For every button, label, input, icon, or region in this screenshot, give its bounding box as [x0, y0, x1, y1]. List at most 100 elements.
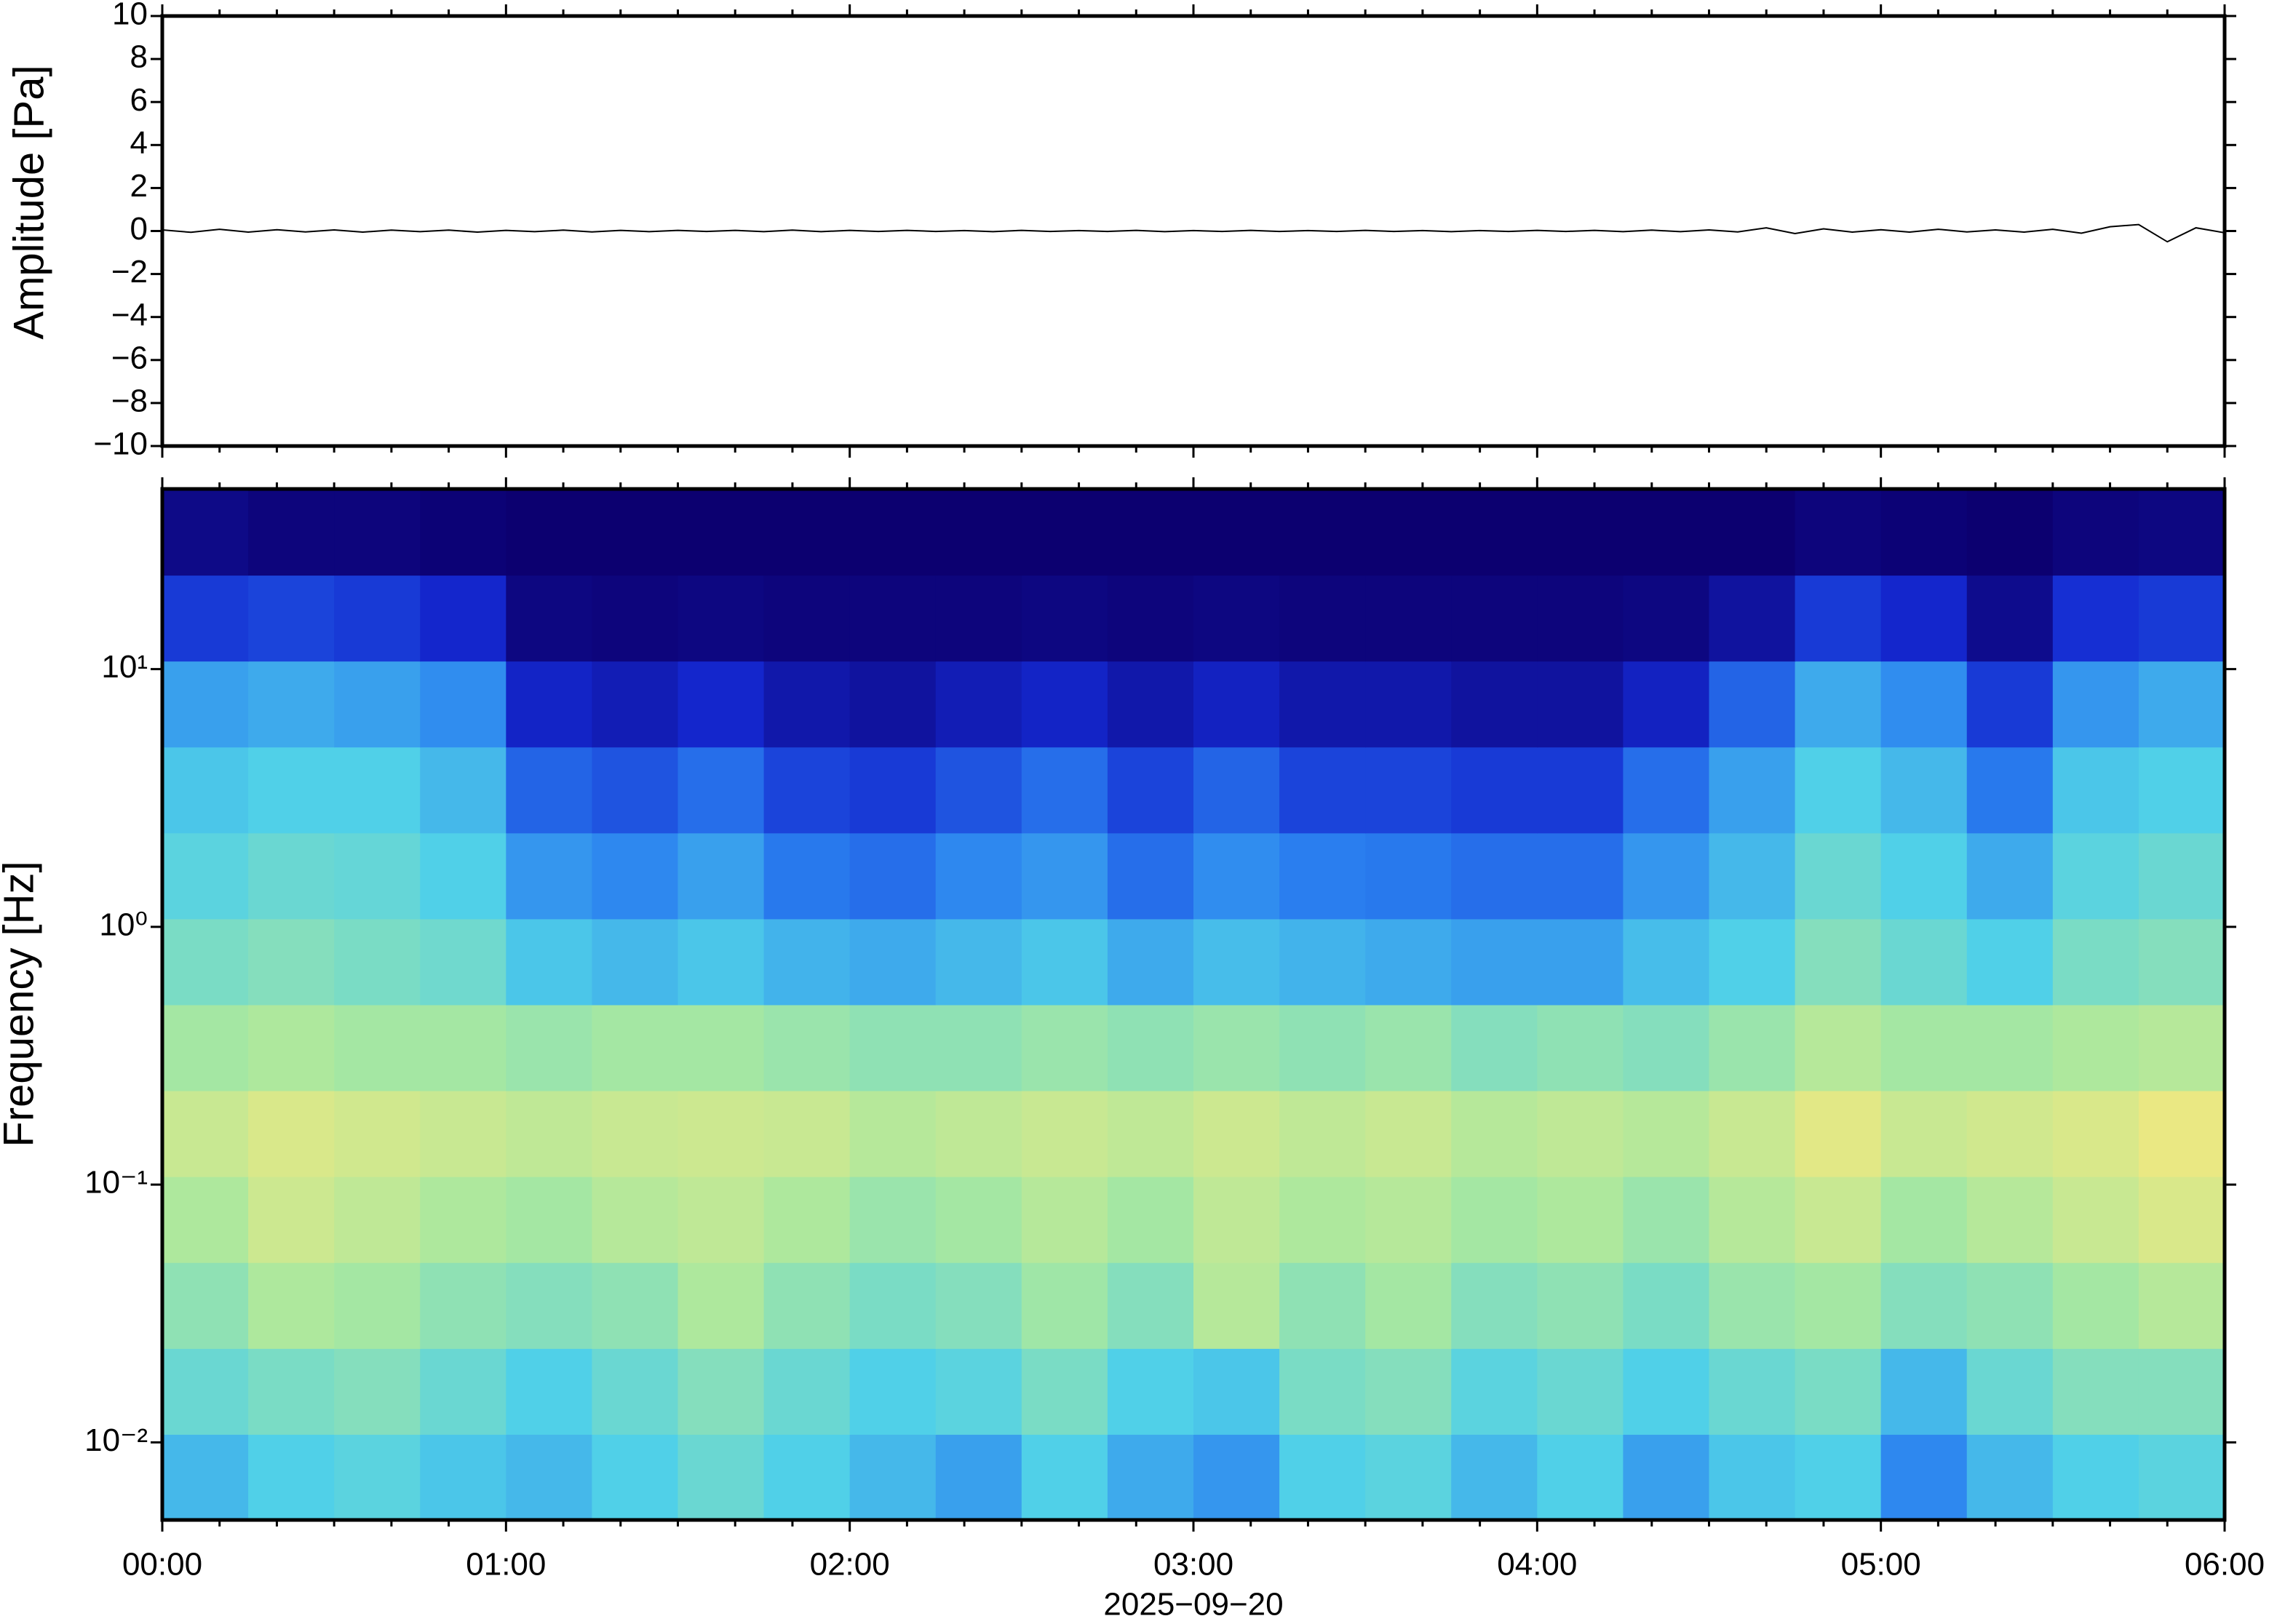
heatmap-cell [334, 1433, 421, 1521]
heatmap-cell [248, 575, 335, 662]
heatmap-cell [849, 1176, 937, 1263]
heatmap-cell [162, 661, 250, 748]
heatmap-cell [1193, 832, 1281, 920]
heatmap-cell [2138, 747, 2225, 834]
y-tick-label: 10¹ [101, 649, 148, 685]
heatmap-cell [935, 661, 1022, 748]
heatmap-cell [1279, 1004, 1367, 1091]
heatmap-cell [1709, 747, 1796, 834]
heatmap-cell [420, 1348, 507, 1435]
heatmap-cell [1795, 1176, 1882, 1263]
heatmap-cell [1880, 918, 1968, 1006]
y-axis-label: Frequency [Hz] [0, 861, 42, 1147]
heatmap-cell [763, 1176, 851, 1263]
heatmap-cell [592, 918, 679, 1006]
heatmap-cell [849, 1004, 937, 1091]
heatmap-cell [334, 1348, 421, 1435]
heatmap-cell [1966, 918, 2054, 1006]
heatmap-cell [1966, 1348, 2054, 1435]
heatmap-cell [1623, 1004, 1710, 1091]
heatmap-cell [1623, 918, 1710, 1006]
heatmap-cell [2052, 661, 2139, 748]
heatmap-cell [248, 1433, 335, 1521]
heatmap-cell [592, 1004, 679, 1091]
heatmap-cell [1193, 1176, 1281, 1263]
heatmap-cell [592, 832, 679, 920]
heatmap-cell [506, 747, 593, 834]
x-tick-label: 04:00 [1497, 1547, 1577, 1583]
heatmap-cell [420, 1090, 507, 1177]
heatmap-cell [1623, 747, 1710, 834]
heatmap-cell [1193, 1262, 1281, 1349]
heatmap-cell [935, 747, 1022, 834]
heatmap-cell [1795, 1004, 1882, 1091]
heatmap-cell [1193, 575, 1281, 662]
heatmap-cell [1279, 661, 1367, 748]
heatmap-cell [935, 1433, 1022, 1521]
heatmap-cell [1966, 1262, 2054, 1349]
heatmap-cell [1966, 575, 2054, 662]
heatmap-cell [1880, 575, 1968, 662]
heatmap-cell [248, 918, 335, 1006]
heatmap-cell [1021, 747, 1108, 834]
heatmap-cell [1880, 1262, 1968, 1349]
heatmap-cell [506, 1348, 593, 1435]
heatmap-cell [1623, 832, 1710, 920]
heatmap-cell [1709, 1090, 1796, 1177]
heatmap-cell [1451, 1433, 1538, 1521]
heatmap-cell [849, 575, 937, 662]
heatmap-cell [1021, 1176, 1108, 1263]
heatmap-cell [334, 747, 421, 834]
heatmap-cell [1107, 1004, 1194, 1091]
heatmap-cell [1537, 918, 1624, 1006]
heatmap-cell [1880, 1090, 1968, 1177]
x-tick-label: 00:00 [122, 1547, 202, 1583]
x-tick-label: 01:00 [466, 1547, 546, 1583]
heatmap-cell [334, 1262, 421, 1349]
y-tick-label: 6 [130, 82, 148, 118]
heatmap-cell [2052, 1004, 2139, 1091]
heatmap-cell [1451, 1176, 1538, 1263]
heatmap-cell [420, 575, 507, 662]
heatmap-cell [935, 918, 1022, 1006]
heatmap-cell [1107, 1090, 1194, 1177]
heatmap-cell [935, 1348, 1022, 1435]
heatmap-cell [1279, 918, 1367, 1006]
heatmap-cell [506, 489, 593, 576]
heatmap-cell [1193, 661, 1281, 748]
heatmap-cell [162, 832, 250, 920]
heatmap-cell [1623, 1433, 1710, 1521]
heatmap-cell [1107, 1433, 1194, 1521]
heatmap-cell [334, 575, 421, 662]
heatmap-cell [1365, 489, 1453, 576]
heatmap-cell [677, 747, 765, 834]
heatmap-cell [1365, 575, 1453, 662]
y-tick-label: 10⁻¹ [84, 1165, 148, 1201]
heatmap-cell [1537, 489, 1624, 576]
heatmap-cell [248, 489, 335, 576]
heatmap-cell [1880, 1348, 1968, 1435]
heatmap-cell [1623, 1262, 1710, 1349]
heatmap-cell [2052, 832, 2139, 920]
heatmap-cell [1966, 489, 2054, 576]
y-tick-label: 4 [130, 125, 148, 161]
heatmap-cell [1795, 1433, 1882, 1521]
heatmap-cell [677, 1004, 765, 1091]
heatmap-cell [677, 1262, 765, 1349]
heatmap-cell [1966, 1433, 2054, 1521]
heatmap-cell [1451, 1348, 1538, 1435]
plot-frame [160, 14, 2227, 448]
heatmap-cell [2138, 1433, 2225, 1521]
y-tick-label: −8 [111, 383, 148, 419]
heatmap-cell [1365, 747, 1453, 834]
heatmap-cell [1537, 1348, 1624, 1435]
heatmap-cell [763, 1004, 851, 1091]
heatmap-cell [2052, 918, 2139, 1006]
heatmap-cell [1966, 832, 2054, 920]
heatmap-cell [1021, 575, 1108, 662]
y-tick-label: 0 [130, 211, 148, 247]
heatmap-cell [2052, 1348, 2139, 1435]
heatmap-cell [1880, 1433, 1968, 1521]
y-tick-label: −4 [111, 297, 148, 333]
heatmap-cell [162, 1090, 250, 1177]
